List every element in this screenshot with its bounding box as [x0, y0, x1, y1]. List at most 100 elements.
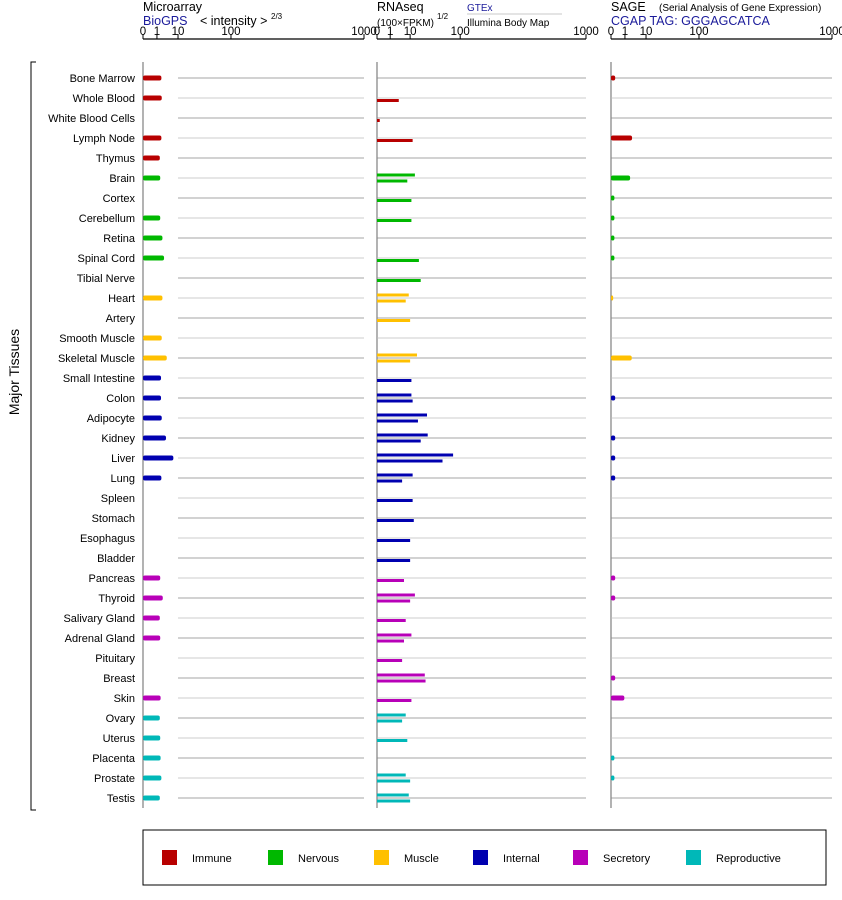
sage-title-note: (Serial Analysis of Gene Expression)	[659, 3, 821, 14]
microarray-bar	[143, 75, 162, 81]
tissue-label: Breast	[103, 673, 135, 685]
illumina-bar	[377, 719, 403, 723]
tissue-label: Lymph Node	[73, 133, 135, 145]
tissue-label: Thymus	[96, 153, 136, 165]
legend-label-muscle: Muscle	[404, 853, 439, 865]
gtex-bar	[377, 279, 421, 282]
sage-header: SAGE (Serial Analysis of Gene Expression…	[611, 0, 821, 28]
microarray-scale-note: < intensity >	[200, 14, 267, 28]
microarray-title: Microarray	[143, 0, 203, 14]
rnaseq-scale-note: (100×FPKM)	[377, 18, 434, 29]
illumina-bar	[377, 799, 411, 803]
legend-box	[142, 829, 827, 886]
rnaseq-header: RNAseq (100×FPKM) 1/2 GTEx Illumina Body…	[377, 0, 562, 29]
tissue-label: Cortex	[103, 193, 136, 205]
gtex-bar	[377, 619, 406, 622]
illumina-bar	[377, 639, 405, 643]
gtex-bar	[377, 319, 411, 322]
rnaseq-tick-label-0: 0	[374, 26, 380, 38]
gtex-bar	[377, 659, 403, 662]
tissue-label: Esophagus	[80, 533, 136, 545]
sage-tick-label-100: 100	[689, 26, 708, 38]
sage-bar	[611, 215, 615, 221]
legend-label-internal: Internal	[503, 853, 540, 865]
tissue-label: White Blood Cells	[48, 113, 135, 125]
microarray-bar	[143, 615, 160, 621]
illumina-bar	[377, 739, 408, 742]
tissue-label: Uterus	[103, 733, 136, 745]
tissue-label: Thyroid	[98, 593, 135, 605]
sage-bar	[611, 75, 616, 81]
sage-tick-label-10: 10	[640, 26, 653, 38]
microarray-bar	[143, 415, 162, 421]
sage-bar	[611, 435, 616, 441]
tissue-label: Liver	[111, 453, 135, 465]
gtex-bar	[377, 259, 419, 262]
sage-bar	[611, 695, 625, 701]
gtex-bar	[377, 539, 411, 542]
sage-bar	[611, 775, 615, 781]
microarray-tick-label-100: 100	[221, 26, 240, 38]
gtex-bar	[377, 713, 406, 717]
legend-swatch-nervous	[268, 850, 283, 865]
tissue-label: Adipocyte	[87, 413, 135, 425]
tissue-label: Stomach	[92, 513, 135, 525]
legend-label-nervous: Nervous	[298, 853, 339, 865]
microarray-tick-label-10: 10	[172, 26, 185, 38]
rnaseq-title: RNAseq	[377, 0, 424, 14]
legend: Immune Nervous Muscle Internal Secretory Repr…	[162, 850, 781, 865]
legend-label-reproductive: Reproductive	[716, 853, 781, 865]
microarray-tick-label-0: 0	[140, 26, 146, 38]
illumina-bar	[377, 599, 411, 603]
legend-swatch-muscle	[374, 850, 389, 865]
gtex-bar	[377, 379, 412, 382]
gtex-bar	[377, 293, 409, 297]
illumina-bar	[377, 299, 406, 303]
tissue-label: Salivary Gland	[63, 613, 135, 625]
tissue-label: Skin	[114, 693, 135, 705]
microarray-bar	[143, 435, 167, 441]
tissue-label: Lung	[111, 473, 135, 485]
rnaseq-tick-label-1000: 1000	[573, 26, 599, 38]
microarray-scale-exponent: 2/3	[271, 12, 283, 21]
microarray-bar	[143, 375, 162, 381]
gtex-bar	[377, 673, 425, 677]
legend-label-secretory: Secretory	[603, 853, 651, 865]
tissue-label: Retina	[103, 233, 136, 245]
gtex-bar	[377, 219, 412, 222]
sage-bar	[611, 295, 614, 301]
tissue-bracket	[30, 61, 36, 811]
microarray-tick-label-1000: 1000	[351, 26, 377, 38]
illumina-source-label: Illumina Body Map	[467, 18, 550, 29]
gtex-bar	[377, 119, 380, 122]
sage-bar	[611, 355, 632, 361]
gtex-source-label: GTEx	[467, 3, 493, 14]
microarray-bar	[143, 635, 161, 641]
sage-bar	[611, 395, 616, 401]
sage-title: SAGE	[611, 0, 646, 14]
sage-bar	[611, 235, 615, 241]
sage-bar	[611, 195, 615, 201]
gtex-bar	[377, 433, 428, 437]
sage-bar	[611, 175, 631, 181]
gtex-bar	[377, 393, 412, 397]
microarray-bar	[143, 595, 163, 601]
tissue-label: Ovary	[106, 713, 136, 725]
microarray-bar	[143, 355, 167, 361]
tissue-label: Brain	[109, 173, 135, 185]
rows-layer: Bone Marrow Whole Blood White Blood Cells L…	[48, 73, 832, 805]
sage-tick-label-1000: 1000	[819, 26, 842, 38]
tissue-label: Bone Marrow	[70, 73, 135, 85]
legend-swatch-immune	[162, 850, 177, 865]
microarray-bar	[143, 395, 162, 401]
tissue-label: Testis	[107, 793, 136, 805]
tissue-label: Bladder	[97, 553, 135, 565]
gtex-bar	[377, 199, 412, 202]
illumina-bar	[377, 439, 421, 443]
gtex-bar	[377, 793, 409, 797]
sage-bar	[611, 135, 633, 141]
illumina-bar	[377, 399, 413, 403]
tissue-label: Whole Blood	[73, 93, 135, 105]
microarray-bar	[143, 695, 161, 701]
